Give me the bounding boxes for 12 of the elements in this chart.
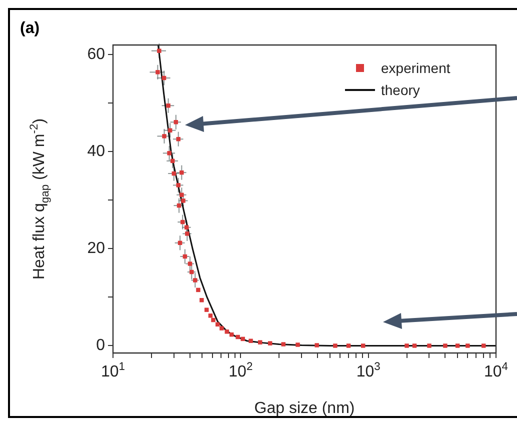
y-tick-label: 0 (96, 337, 106, 354)
x-axis-title: Gap size (nm) (254, 400, 355, 417)
y-tick-label: 40 (87, 143, 106, 160)
y-tick-label: 20 (87, 240, 106, 258)
y-tick-label: 60 (87, 46, 106, 64)
legend-label: experiment (381, 59, 450, 78)
x-tick-label: 10$^{2}$ (228, 361, 253, 382)
text: (a) (20, 20, 40, 38)
x-tick-label: 10$^{1}$ (100, 361, 126, 382)
x-tick-label: 10$^{4}$ (484, 361, 508, 382)
legend-label: theory (381, 81, 420, 100)
x-tick-label: 10$^{3}$ (356, 361, 380, 382)
